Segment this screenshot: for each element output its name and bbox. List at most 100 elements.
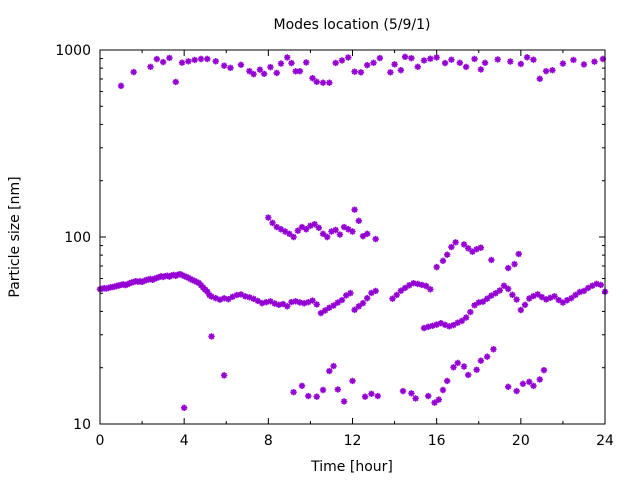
chart-title: Modes location (5/9/1) <box>274 17 431 33</box>
data-point <box>260 70 268 77</box>
data-point <box>488 292 495 299</box>
data-point <box>166 54 173 62</box>
data-point <box>338 296 346 304</box>
data-point <box>490 346 497 353</box>
data-point <box>427 286 434 293</box>
data-point <box>147 63 154 71</box>
data-point <box>492 290 499 297</box>
data-point <box>376 54 384 62</box>
data-point <box>505 285 512 293</box>
data-point <box>393 291 400 299</box>
data-point <box>258 299 266 307</box>
data-point <box>286 230 293 238</box>
data-point <box>477 66 485 73</box>
data-point <box>212 294 219 302</box>
data-point <box>450 321 457 329</box>
data-point <box>446 323 453 330</box>
data-point <box>511 260 518 268</box>
data-point <box>589 282 596 289</box>
data-point <box>290 388 297 396</box>
data-point <box>443 377 451 385</box>
data-point <box>467 308 474 316</box>
data-point <box>330 302 337 309</box>
data-point <box>324 233 331 241</box>
data-point <box>475 299 482 306</box>
data-point <box>277 226 285 233</box>
data-point <box>273 69 280 77</box>
data-point <box>250 70 257 78</box>
data-point <box>347 289 354 297</box>
data-point <box>220 372 228 379</box>
data-point <box>572 291 579 299</box>
data-point <box>471 55 478 63</box>
data-point <box>345 226 352 233</box>
data-point <box>317 309 325 317</box>
data-point <box>275 301 283 308</box>
data-point <box>517 306 525 314</box>
data-point <box>408 390 415 397</box>
data-point <box>443 251 451 258</box>
data-point <box>321 307 329 314</box>
data-point <box>494 56 501 63</box>
data-point <box>473 245 480 253</box>
data-point <box>460 241 468 248</box>
data-point <box>334 299 341 306</box>
data-point <box>117 82 125 90</box>
data-point <box>241 293 249 300</box>
data-point <box>599 55 607 63</box>
data-point <box>130 278 137 286</box>
data-point <box>469 248 476 255</box>
data-point <box>448 56 455 63</box>
data-point <box>559 299 567 306</box>
data-point <box>250 295 257 303</box>
data-point <box>126 280 133 287</box>
data-point <box>433 321 440 328</box>
data-point <box>140 277 148 285</box>
data-point <box>513 387 520 395</box>
data-point <box>597 281 604 289</box>
data-point <box>477 244 485 251</box>
data-point <box>372 287 379 295</box>
data-point <box>332 226 339 234</box>
data-point <box>319 79 327 86</box>
data-point <box>130 68 137 76</box>
data-point <box>338 57 346 64</box>
data-point <box>481 59 489 67</box>
data-point <box>208 333 215 340</box>
data-point <box>433 263 440 271</box>
data-point <box>519 380 527 388</box>
data-point <box>180 404 188 412</box>
data-point <box>246 294 253 301</box>
data-point <box>570 56 577 64</box>
data-point <box>422 282 430 290</box>
data-point <box>500 282 508 289</box>
data-point <box>425 392 432 400</box>
data-point <box>374 392 381 400</box>
data-point <box>580 287 588 295</box>
data-point <box>450 364 457 371</box>
data-point <box>547 294 554 302</box>
data-point <box>256 66 264 73</box>
data-point <box>483 295 491 302</box>
data-point <box>220 62 228 69</box>
data-point <box>454 359 461 367</box>
data-point <box>530 382 537 390</box>
data-point <box>309 297 316 304</box>
data-point <box>364 294 371 302</box>
data-point <box>507 58 514 65</box>
data-point <box>326 367 333 375</box>
data-point <box>555 296 562 304</box>
data-point <box>225 295 232 303</box>
y-tick-label: 100 <box>64 230 91 246</box>
x-tick-label: 8 <box>264 433 273 449</box>
data-point <box>414 280 421 288</box>
data-point <box>593 280 600 287</box>
data-point <box>505 264 512 272</box>
data-point <box>429 322 436 330</box>
data-point <box>517 60 525 68</box>
data-point <box>153 274 161 282</box>
data-point <box>568 294 575 302</box>
data-point <box>439 386 447 394</box>
data-point <box>303 226 310 233</box>
x-tick-label: 16 <box>428 433 446 449</box>
